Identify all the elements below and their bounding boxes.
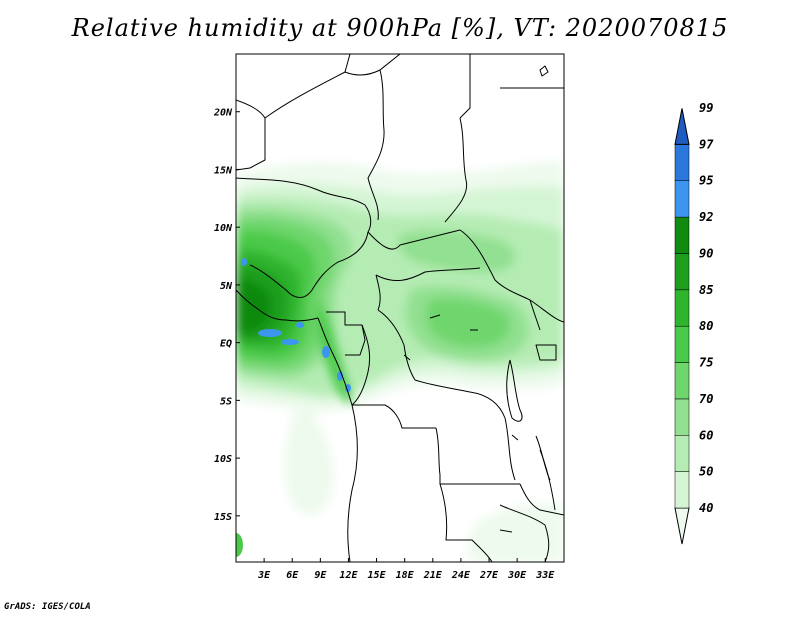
colorbar-segment xyxy=(674,325,690,363)
lon-tick-label: 33E xyxy=(535,570,555,581)
lon-tick-label: 24E xyxy=(451,570,471,581)
lat-tick-label: 10N xyxy=(214,223,233,234)
colorbar-segment xyxy=(674,435,690,472)
colorbar: 40 50 60 70 75 80 85 90 92 95 97 99 xyxy=(674,101,714,545)
shading-70-75-north xyxy=(398,230,516,273)
lat-tick-label: 10S xyxy=(214,454,232,465)
shading-40-50-south xyxy=(284,400,334,515)
lon-tick-label: 12E xyxy=(339,570,358,581)
colorbar-segment xyxy=(674,144,690,181)
lat-tick-label: 15S xyxy=(214,512,232,523)
map-title: Relative humidity at 900hPa [%], VT: 202… xyxy=(71,14,729,42)
colorbar-segment xyxy=(674,289,690,327)
colorbar-label: 95 xyxy=(699,174,713,188)
colorbar-label: 75 xyxy=(699,356,713,370)
lon-tick-label: 6E xyxy=(286,570,299,581)
grads-credit: GrADS: IGES/COLA xyxy=(4,602,91,612)
colorbar-label: 50 xyxy=(699,465,713,479)
lat-tick-label: EQ xyxy=(220,339,232,350)
map-frame xyxy=(235,53,565,563)
lon-tick-label: 21E xyxy=(423,570,443,581)
colorbar-segment xyxy=(674,362,690,400)
lon-tick-label: 30E xyxy=(507,570,527,581)
lat-tick-label: 5S xyxy=(220,396,232,407)
colorbar-label: 60 xyxy=(699,428,713,442)
lon-tick-label: 27E xyxy=(479,570,499,581)
lon-tick-label: 3E xyxy=(257,570,271,581)
lakes xyxy=(403,65,551,533)
shading-southwest-corner xyxy=(236,533,243,557)
humidity-shading xyxy=(236,161,564,562)
lon-tick-label: 9E xyxy=(314,570,327,581)
colorbar-high-arrow xyxy=(674,108,690,145)
colorbar-label: 92 xyxy=(699,210,713,224)
latitude-axis: 20N 15N 10N 5N EQ 5S 10S 15S xyxy=(213,108,240,523)
colorbar-segment xyxy=(674,216,690,254)
longitude-axis: 3E 6E 9E 12E 15E 18E 21E 24E 27E 30E 33E xyxy=(257,558,555,581)
shading-75-80-east xyxy=(425,298,510,348)
colorbar-label: 99 xyxy=(699,101,713,115)
colorbar-segment xyxy=(674,471,690,509)
colorbar-label: 85 xyxy=(699,283,713,297)
colorbar-low-arrow xyxy=(674,507,690,545)
colorbar-label: 97 xyxy=(699,137,714,151)
lat-tick-label: 5N xyxy=(220,281,233,292)
colorbar-label: 70 xyxy=(699,392,713,406)
lon-tick-label: 15E xyxy=(368,570,387,581)
colorbar-label: 90 xyxy=(699,246,713,260)
shading-95-plus xyxy=(241,258,351,392)
country-borders xyxy=(236,54,564,562)
colorbar-label: 80 xyxy=(699,319,713,333)
lat-tick-label: 15N xyxy=(214,165,233,176)
colorbar-label: 40 xyxy=(699,501,713,515)
colorbar-segment xyxy=(674,180,690,218)
colorbar-segment xyxy=(674,398,690,436)
lat-tick-label: 20N xyxy=(213,108,233,119)
colorbar-segment xyxy=(674,253,690,291)
shading-40-50-southeast xyxy=(468,503,564,562)
lon-tick-label: 18E xyxy=(396,570,415,581)
